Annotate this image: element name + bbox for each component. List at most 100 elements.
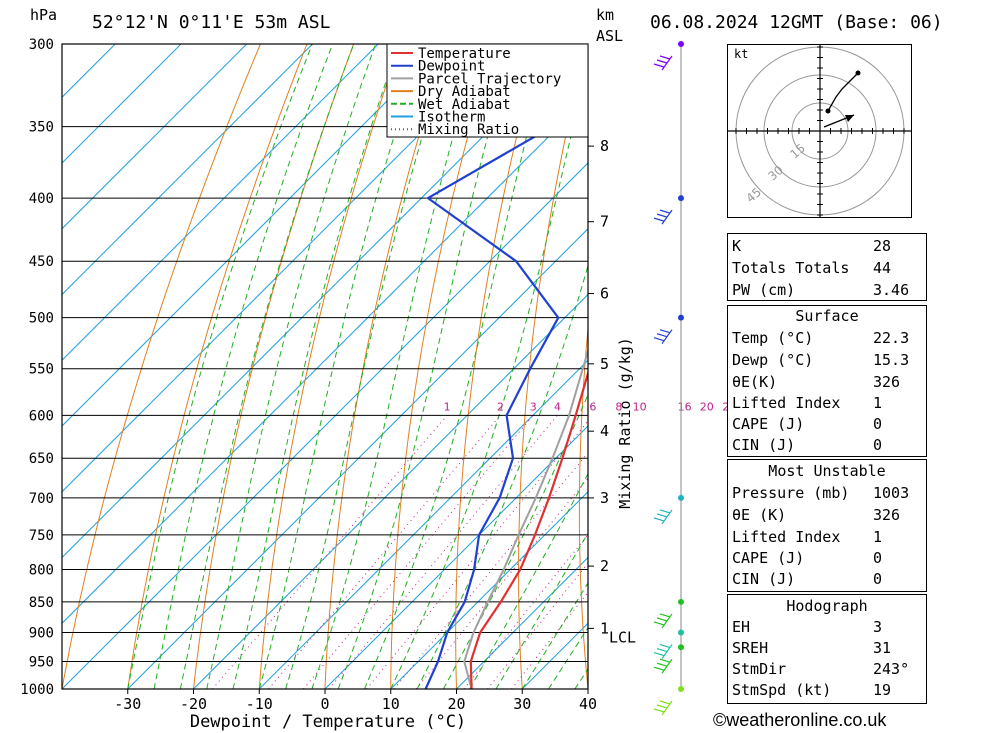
wind-barb-flag (653, 666, 665, 671)
wind-barb-flag (659, 643, 671, 649)
pressure-tick-label: 350 (29, 120, 54, 136)
hodograph-unit: kt (734, 47, 748, 61)
basic-indices-table: K 28 Totals Totals 44 PW (cm) 3.46 (727, 233, 927, 301)
isotherm-line (324, 425, 588, 689)
hodograph-start-dot (825, 108, 831, 114)
index-row-pw: PW (cm) 3.46 (732, 281, 910, 299)
wind-barb-flag (653, 517, 665, 522)
dry-adiabat-line (258, 44, 401, 689)
surface-title: Surface (795, 307, 859, 325)
mixing-ratio-label: 6 (589, 400, 596, 413)
hodo-row: SREH 31 (732, 639, 892, 657)
km-tick-label: 6 (600, 285, 609, 303)
isotherm-line (62, 44, 511, 493)
x-axis-title: Dewpoint / Temperature (°C) (190, 712, 466, 732)
legend-label: Temperature (418, 46, 511, 62)
surface-table: Surface Temp (°C) 22.3 Dewp (°C) 15.3 θE(K… (727, 305, 927, 457)
pressure-tick-label: 650 (29, 451, 54, 467)
pressure-tick-label: 500 (29, 311, 54, 327)
wind-barb-flag (656, 662, 668, 667)
surface-row: CAPE (J) 0 (732, 415, 883, 433)
temp-tick-label: 20 (447, 695, 465, 713)
dry-adiabat-line (638, 44, 680, 689)
mixing-ratio-labels: 12346810162025 (444, 400, 737, 413)
wind-barb-flag (659, 509, 671, 514)
wind-level-dot (678, 686, 684, 692)
isotherm-line (62, 44, 576, 559)
surface-row: Temp (°C) 22.3 (732, 329, 910, 347)
profile-lines (424, 44, 588, 689)
wind-barb-flag (653, 621, 665, 626)
profile-temperature (469, 369, 588, 689)
wind-barb-flag (659, 700, 671, 705)
index-row-k: K 28 (732, 237, 892, 255)
surface-row: CIN (J) 0 (732, 436, 883, 454)
mixing-ratio-label: 10 (633, 400, 647, 413)
hodo-row: StmSpd (kt) 19 (732, 681, 892, 699)
temp-tick-label: -30 (114, 695, 141, 713)
legend-label: Dewpoint (418, 59, 485, 75)
wind-barb-flag (653, 337, 665, 342)
isotherm-line (62, 44, 116, 98)
dry-adiabat-line (62, 44, 261, 689)
mu-row: Lifted Index 1 (732, 528, 883, 546)
wind-barb-flag (653, 63, 665, 68)
pressure-tick-label: 1000 (20, 682, 54, 698)
wind-level-dot (678, 195, 684, 202)
datetime-title: 06.08.2024 12GMT (Base: 06) (650, 12, 943, 33)
km-tick-label: 2 (600, 557, 609, 575)
wind-barb-flag (659, 658, 671, 663)
mixing-ratio-axis-title: Mixing Ratio (g/kg) (616, 337, 634, 509)
dry-adiabat-line (127, 44, 308, 689)
pressure-tick-label: 800 (29, 562, 54, 578)
km-tick-label: 4 (600, 422, 609, 440)
wind-barb-flag (659, 55, 671, 60)
legend-box (386, 43, 589, 138)
mu-row: θE (K) 326 (732, 506, 901, 524)
wet-adiabat-line (206, 44, 377, 689)
profile-parcel-trajectory (463, 347, 588, 689)
wind-barb-flag (656, 213, 668, 218)
surface-row: Lifted Index 1 (732, 394, 883, 412)
wind-level-dot (678, 598, 684, 605)
temp-tick-label: 10 (382, 695, 400, 713)
profile-dewpoint (424, 44, 577, 689)
storm-motion-arrowhead (845, 115, 854, 122)
mixing-ratio-label: 8 (615, 400, 622, 413)
pressure-tick-label: 300 (29, 37, 54, 53)
wind-barb-flag (659, 329, 671, 334)
pressure-tick-label: 550 (29, 362, 54, 378)
hodograph-ring-label-15: 15 (787, 141, 808, 162)
mu-row: CIN (J) 0 (732, 570, 883, 588)
pressure-tick-label: 750 (29, 528, 54, 544)
most-unstable-title: Most Unstable (768, 462, 886, 480)
wet-adiabat-line (311, 44, 481, 689)
wet-adiabat-line (258, 44, 425, 689)
hodograph-ring-label-30: 30 (765, 163, 786, 184)
wind-barbs (653, 41, 684, 716)
wind-barb-flag (656, 513, 668, 518)
wind-barb-flag (653, 217, 665, 222)
mixing-ratio-label: 20 (700, 400, 714, 413)
copyright-link[interactable]: ©weatheronline.co.uk (713, 710, 887, 730)
pressure-tick-label: 850 (29, 595, 54, 611)
wet-adiabat-line (127, 44, 313, 689)
mixing-ratio-line (393, 451, 588, 689)
km-tick-label: 5 (600, 355, 609, 373)
wind-level-dot (678, 41, 684, 47)
mixing-ratio-line (268, 414, 501, 689)
mixing-ratio-label: 4 (554, 400, 561, 413)
km-unit-label: km (596, 6, 615, 24)
hodograph-end-dot (855, 70, 861, 76)
temp-tick-label: -20 (180, 695, 207, 713)
surface-row: θE(K) 326 (732, 373, 901, 391)
pressure-tick-label: 600 (29, 408, 54, 424)
hodograph-title: Hodograph (786, 597, 868, 615)
km-tick-label: 7 (600, 213, 609, 231)
wind-level-dot (678, 494, 684, 501)
km-tick-label: 8 (600, 137, 609, 155)
wind-level-dot (678, 314, 684, 321)
isotherm-line (62, 96, 588, 624)
isotherm-line (127, 228, 588, 689)
